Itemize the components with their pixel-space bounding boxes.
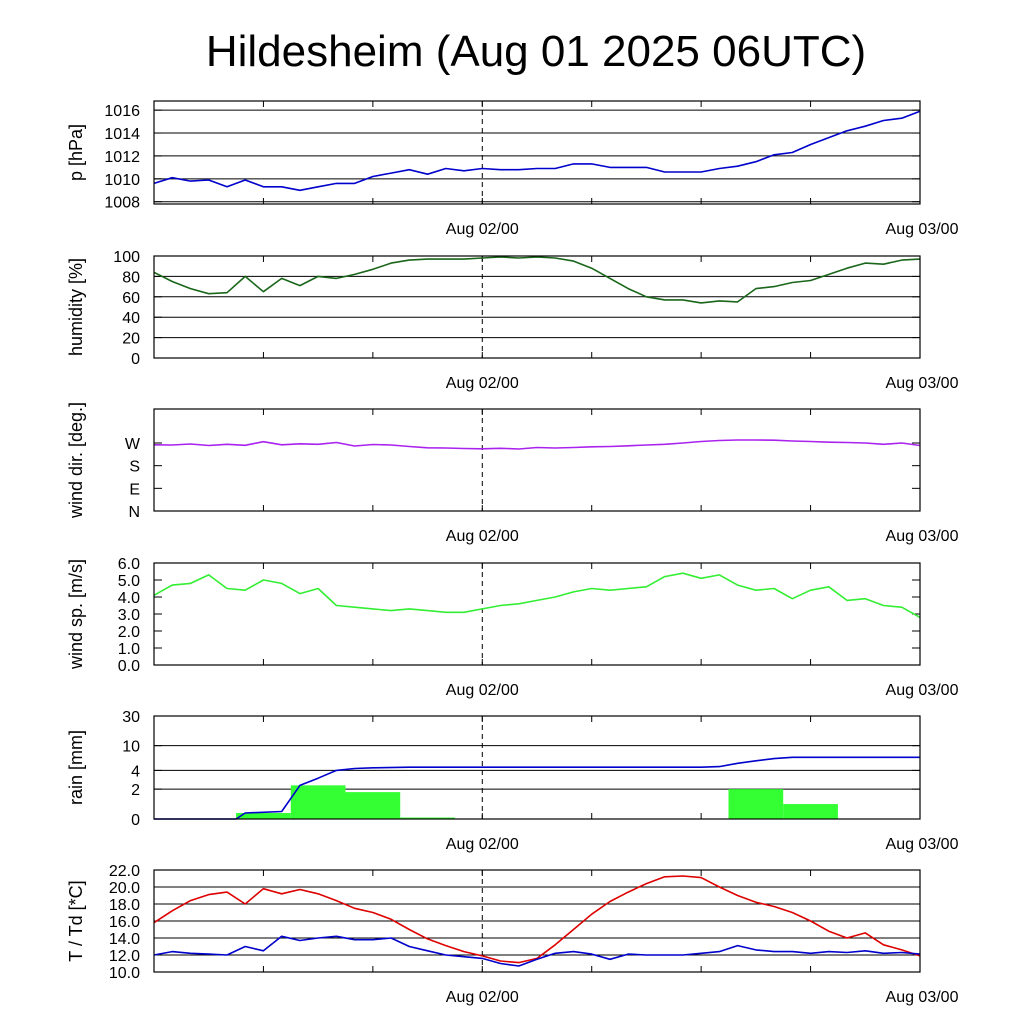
x-tick-label: Aug 02/00 <box>446 528 519 545</box>
plot-frame <box>153 408 921 512</box>
y-tick-label: S <box>129 459 140 476</box>
y-tick-label: 22.0 <box>109 863 140 880</box>
y-tick-label: 12.0 <box>109 948 140 965</box>
y-axis-label: wind sp. [m/s] <box>66 559 86 670</box>
y-axis-label: wind dir. [deg.] <box>66 402 86 519</box>
rain-bar <box>236 813 291 819</box>
y-tick-label: E <box>129 481 140 498</box>
y-tick-label: 60 <box>122 290 140 307</box>
chart-title: Hildesheim (Aug 01 2025 06UTC) <box>206 27 866 76</box>
humidity-series-line <box>153 256 921 304</box>
rain-panel: 0 2 4 10 30 Aug 02/00 Aug 03/00 rain [mm] <box>66 709 959 853</box>
plot-frame <box>153 562 921 666</box>
wind-direction-series-line <box>153 439 921 450</box>
y-tick-label: 1014 <box>104 126 140 143</box>
rain-bar <box>400 817 455 819</box>
y-tick-label: 1010 <box>104 172 140 189</box>
y-tick-label: 40 <box>122 310 140 327</box>
y-tick-label: 100 <box>113 249 140 266</box>
y-tick-label: 3.0 <box>118 607 140 624</box>
temperature-series-line <box>153 935 921 967</box>
y-tick-label: 1012 <box>104 149 140 166</box>
x-tick-label: Aug 03/00 <box>886 221 959 238</box>
y-tick-label: 2 <box>131 782 140 799</box>
x-tick-label: Aug 03/00 <box>886 836 959 853</box>
y-tick-label: 1.0 <box>118 641 140 658</box>
y-tick-label: 80 <box>122 269 140 286</box>
humidity-panel: 0 20 40 60 80 100 Aug 02/00 Aug 03/00 humidity [… <box>66 249 959 392</box>
rain-series-line <box>154 756 920 820</box>
y-axis-label: humidity [%] <box>66 258 86 356</box>
rain-bar <box>728 789 784 819</box>
y-tick-label: 30 <box>122 709 140 726</box>
pressure-panel: 1008 1010 1012 1014 1016 Aug 02/00 Aug 03/00 p … <box>66 100 959 238</box>
pressure-series-line <box>153 110 921 192</box>
y-tick-label: 5.0 <box>118 573 140 590</box>
y-tick-label: 4.0 <box>118 590 140 607</box>
x-tick-label: Aug 02/00 <box>446 375 519 392</box>
x-tick-label: Aug 03/00 <box>886 682 959 699</box>
x-tick-label: Aug 02/00 <box>446 989 519 1006</box>
temperature-panel: 10.012.014.016.018.020.022.0 Aug 02/00 Aug… <box>66 863 959 1006</box>
y-axis-label: rain [mm] <box>66 730 86 805</box>
plot-frame <box>153 869 921 973</box>
wind-speed-series-line <box>153 572 921 619</box>
y-tick-label: N <box>128 504 140 521</box>
x-tick-label: Aug 02/00 <box>446 221 519 238</box>
y-tick-label: 20.0 <box>109 880 140 897</box>
rain-bar <box>290 785 346 819</box>
y-axis-label: T / Td [*C] <box>66 880 86 961</box>
y-tick-label: 0.0 <box>118 658 140 675</box>
y-tick-label: 16.0 <box>109 914 140 931</box>
x-tick-label: Aug 03/00 <box>886 528 959 545</box>
plot-frame <box>153 255 921 359</box>
rain-bar <box>783 804 838 819</box>
y-tick-label: 4 <box>131 763 140 780</box>
y-tick-label: 10.0 <box>109 965 140 982</box>
y-tick-label: 2.0 <box>118 624 140 641</box>
x-tick-label: Aug 03/00 <box>886 989 959 1006</box>
plot-frame <box>153 100 921 205</box>
y-tick-label: 6.0 <box>118 556 140 573</box>
y-tick-label: 1008 <box>104 195 140 212</box>
y-tick-label: 10 <box>122 739 140 756</box>
x-tick-label: Aug 03/00 <box>886 375 959 392</box>
x-tick-label: Aug 02/00 <box>446 836 519 853</box>
wind-speed-panel: 0.01.02.03.04.05.06.0 Aug 02/00 Aug 03/00 w… <box>66 556 959 699</box>
plot-frame <box>153 715 921 820</box>
y-axis-label: p [hPa] <box>66 124 86 181</box>
rain-bar <box>345 792 401 819</box>
x-tick-label: Aug 02/00 <box>446 682 519 699</box>
y-tick-label: 18.0 <box>109 897 140 914</box>
y-tick-label: 14.0 <box>109 931 140 948</box>
y-tick-label: 20 <box>122 331 140 348</box>
y-tick-label: 0 <box>131 351 140 368</box>
y-tick-label: 1016 <box>104 103 140 120</box>
y-tick-label: 0 <box>131 812 140 829</box>
y-tick-label: W <box>125 436 141 453</box>
temperature-series-line <box>153 875 921 964</box>
